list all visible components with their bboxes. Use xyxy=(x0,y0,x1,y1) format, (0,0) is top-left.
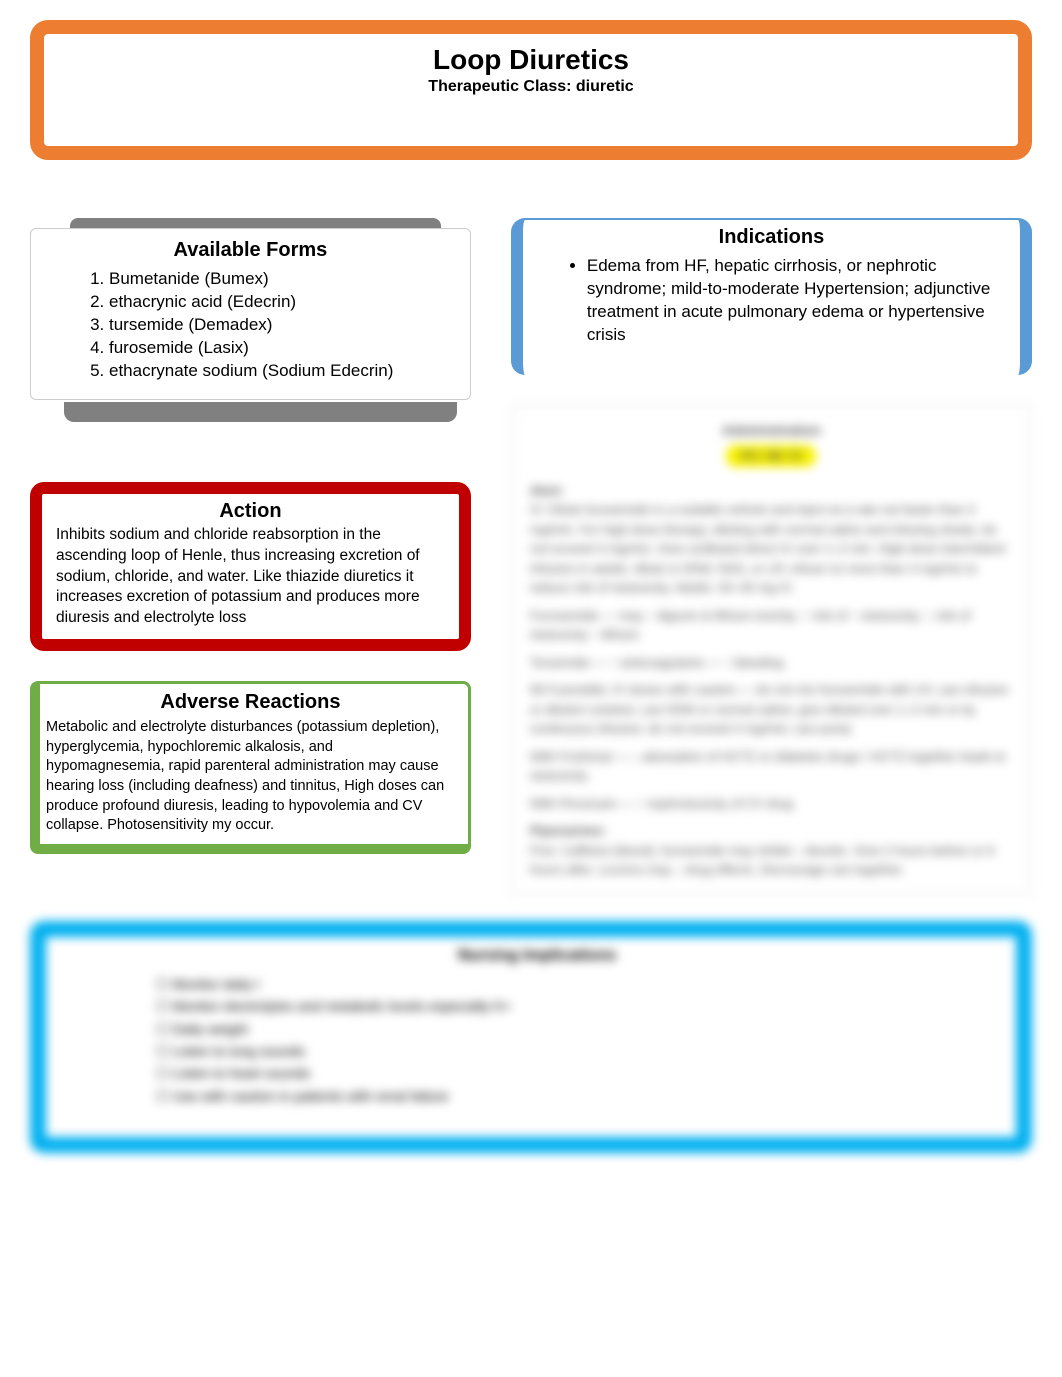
list-item: Monitor daily I xyxy=(156,973,988,995)
list-item: ethacrynate sodium (Sodium Edecrin) xyxy=(109,360,450,383)
list-item: tursemide (Demadex) xyxy=(109,314,450,337)
left-column: Available Forms Bumetanide (Bumex) ethac… xyxy=(30,190,471,884)
adverse-title: Adverse Reactions xyxy=(46,691,455,714)
admin-line: With Piroxicam — ↑ nephrotoxicity of CV … xyxy=(530,794,1013,814)
admin-line: Furosemide — may ↑ digoxin & lithium tox… xyxy=(530,606,1013,645)
action-text: Inhibits sodium and chloride reabsorptio… xyxy=(56,525,445,630)
indications-card: Indications Edema from HF, hepatic cirrh… xyxy=(511,218,1032,375)
administration-card: Administration PO / IM / IV Alert: IV: D… xyxy=(511,405,1032,895)
adverse-text: Metabolic and electrolyte disturbances (… xyxy=(46,718,455,835)
nursing-list: Monitor daily I Monitor electrolytes and… xyxy=(86,973,988,1107)
list-item: Monitor electrolytes and metabolic level… xyxy=(156,995,988,1017)
list-item: furosemide (Lasix) xyxy=(109,337,450,360)
list-item: Bumetanide (Bumex) xyxy=(109,268,450,291)
list-item: Edema from HF, hepatic cirrhosis, or nep… xyxy=(587,255,1006,347)
indications-list: Edema from HF, hepatic cirrhosis, or nep… xyxy=(537,255,1006,347)
admin-line: Five: Caffeine (blood), furosemide may i… xyxy=(530,841,1013,880)
administration-route-badge: PO / IM / IV xyxy=(726,445,816,467)
action-title: Action xyxy=(56,500,445,523)
nursing-card: Nursing Implications Monitor daily I Mon… xyxy=(30,921,1032,1153)
admin-line: IM if possible; IV doses with caution — … xyxy=(530,680,1013,739)
shadow-bottom xyxy=(64,402,457,422)
page-title: Loop Diuretics xyxy=(64,44,998,76)
right-column: Indications Edema from HF, hepatic cirrh… xyxy=(511,190,1032,895)
header-card: Loop Diuretics Therapeutic Class: diuret… xyxy=(30,20,1032,160)
admin-line: Piperazines: xyxy=(530,821,1013,841)
admin-line: Alert: xyxy=(530,481,1013,501)
available-forms-card: Available Forms Bumetanide (Bumex) ethac… xyxy=(30,218,471,422)
nursing-card-wrap: Nursing Implications Monitor daily I Mon… xyxy=(30,921,1032,1153)
adverse-card: Adverse Reactions Metabolic and electrol… xyxy=(30,681,471,853)
content-row: Available Forms Bumetanide (Bumex) ethac… xyxy=(30,190,1032,895)
page-subtitle: Therapeutic Class: diuretic xyxy=(64,78,998,96)
nursing-title: Nursing Implications xyxy=(86,947,988,965)
list-item: Listen to heart sounds xyxy=(156,1062,988,1084)
list-item: Listen to lung sounds xyxy=(156,1040,988,1062)
list-item: Daily weight xyxy=(156,1018,988,1040)
available-forms-list: Bumetanide (Bumex) ethacrynic acid (Edec… xyxy=(51,268,450,383)
available-forms-title: Available Forms xyxy=(51,239,450,262)
action-card: Action Inhibits sodium and chloride reab… xyxy=(30,482,471,652)
admin-line: IV: Dilute furosemide in a suitable vehi… xyxy=(530,500,1013,598)
administration-title: Administration xyxy=(530,420,1013,441)
admin-line: Torsemide — ↑ anticoagulants — ↑ bleedin… xyxy=(530,653,1013,673)
list-item: ethacrynic acid (Edecrin) xyxy=(109,291,450,314)
admin-line: With Fosfomyl — ↓ absorption of HCTZ or … xyxy=(530,747,1013,786)
list-item: Use with caution in patients with renal … xyxy=(156,1085,988,1107)
indications-title: Indications xyxy=(537,226,1006,249)
